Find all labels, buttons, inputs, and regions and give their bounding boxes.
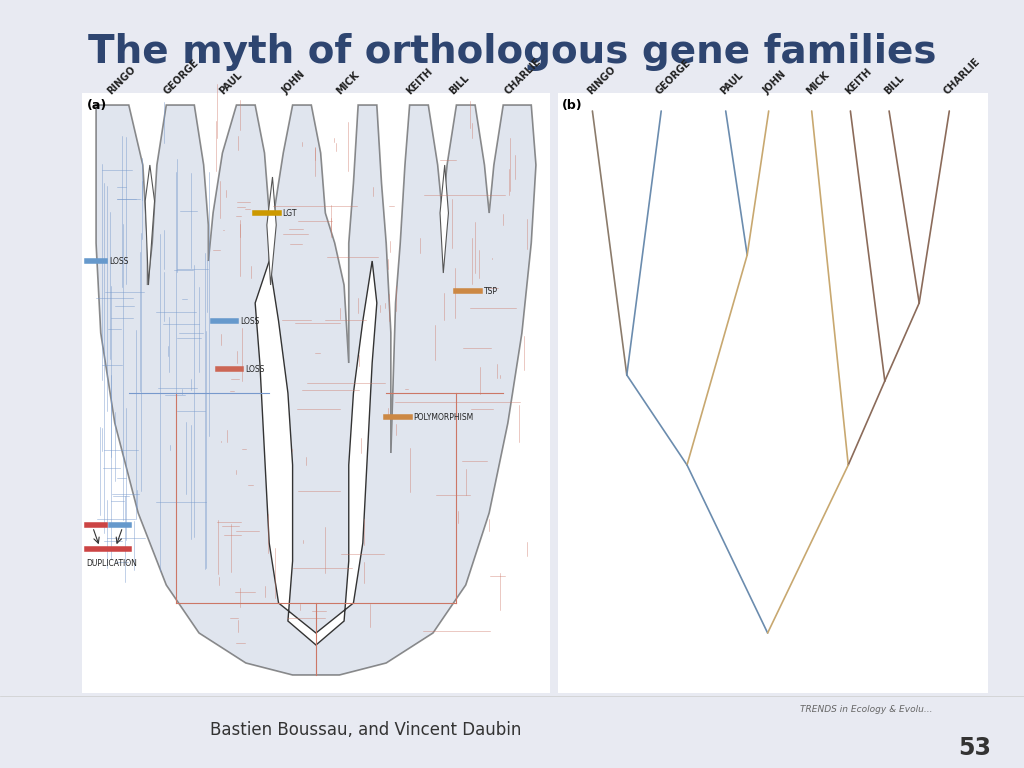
Text: CHARLIE: CHARLIE: [503, 56, 544, 96]
Text: KEITH: KEITH: [844, 66, 873, 96]
Text: CHARLIE: CHARLIE: [942, 56, 982, 96]
Text: 53: 53: [958, 736, 991, 760]
Text: (a): (a): [87, 99, 106, 112]
Text: The myth of orthologous gene families: The myth of orthologous gene families: [88, 33, 936, 71]
Text: LOSS: LOSS: [245, 365, 264, 373]
FancyBboxPatch shape: [558, 93, 988, 693]
Text: PAUL: PAUL: [719, 69, 745, 96]
Text: TSP: TSP: [483, 286, 498, 296]
Polygon shape: [267, 177, 276, 285]
Text: LOSS: LOSS: [241, 316, 260, 326]
Text: GEORGE: GEORGE: [654, 57, 693, 96]
Text: GEORGE: GEORGE: [162, 57, 201, 96]
Polygon shape: [255, 261, 377, 645]
Polygon shape: [96, 105, 536, 675]
Text: (b): (b): [562, 99, 583, 112]
Text: Bastien Boussau, and Vincent Daubin: Bastien Boussau, and Vincent Daubin: [210, 721, 521, 739]
Text: LGT: LGT: [283, 208, 297, 217]
Text: POLYMORPHISM: POLYMORPHISM: [414, 412, 474, 422]
Text: MICK: MICK: [805, 69, 831, 96]
FancyBboxPatch shape: [82, 93, 550, 693]
Text: LOSS: LOSS: [110, 257, 129, 266]
Text: PAUL: PAUL: [218, 69, 245, 96]
Text: RINGO: RINGO: [586, 64, 617, 96]
Text: MICK: MICK: [335, 69, 361, 96]
Polygon shape: [440, 165, 449, 273]
Polygon shape: [145, 165, 155, 285]
Text: BILL: BILL: [882, 72, 905, 96]
Text: DUPLICATION: DUPLICATION: [87, 559, 137, 568]
Text: TRENDS in Ecology & Evolu...: TRENDS in Ecology & Evolu...: [800, 706, 933, 714]
Text: JOHN: JOHN: [762, 69, 788, 96]
Text: RINGO: RINGO: [105, 64, 137, 96]
Text: BILL: BILL: [447, 72, 471, 96]
Text: KEITH: KEITH: [404, 66, 435, 96]
Text: JOHN: JOHN: [281, 69, 308, 96]
